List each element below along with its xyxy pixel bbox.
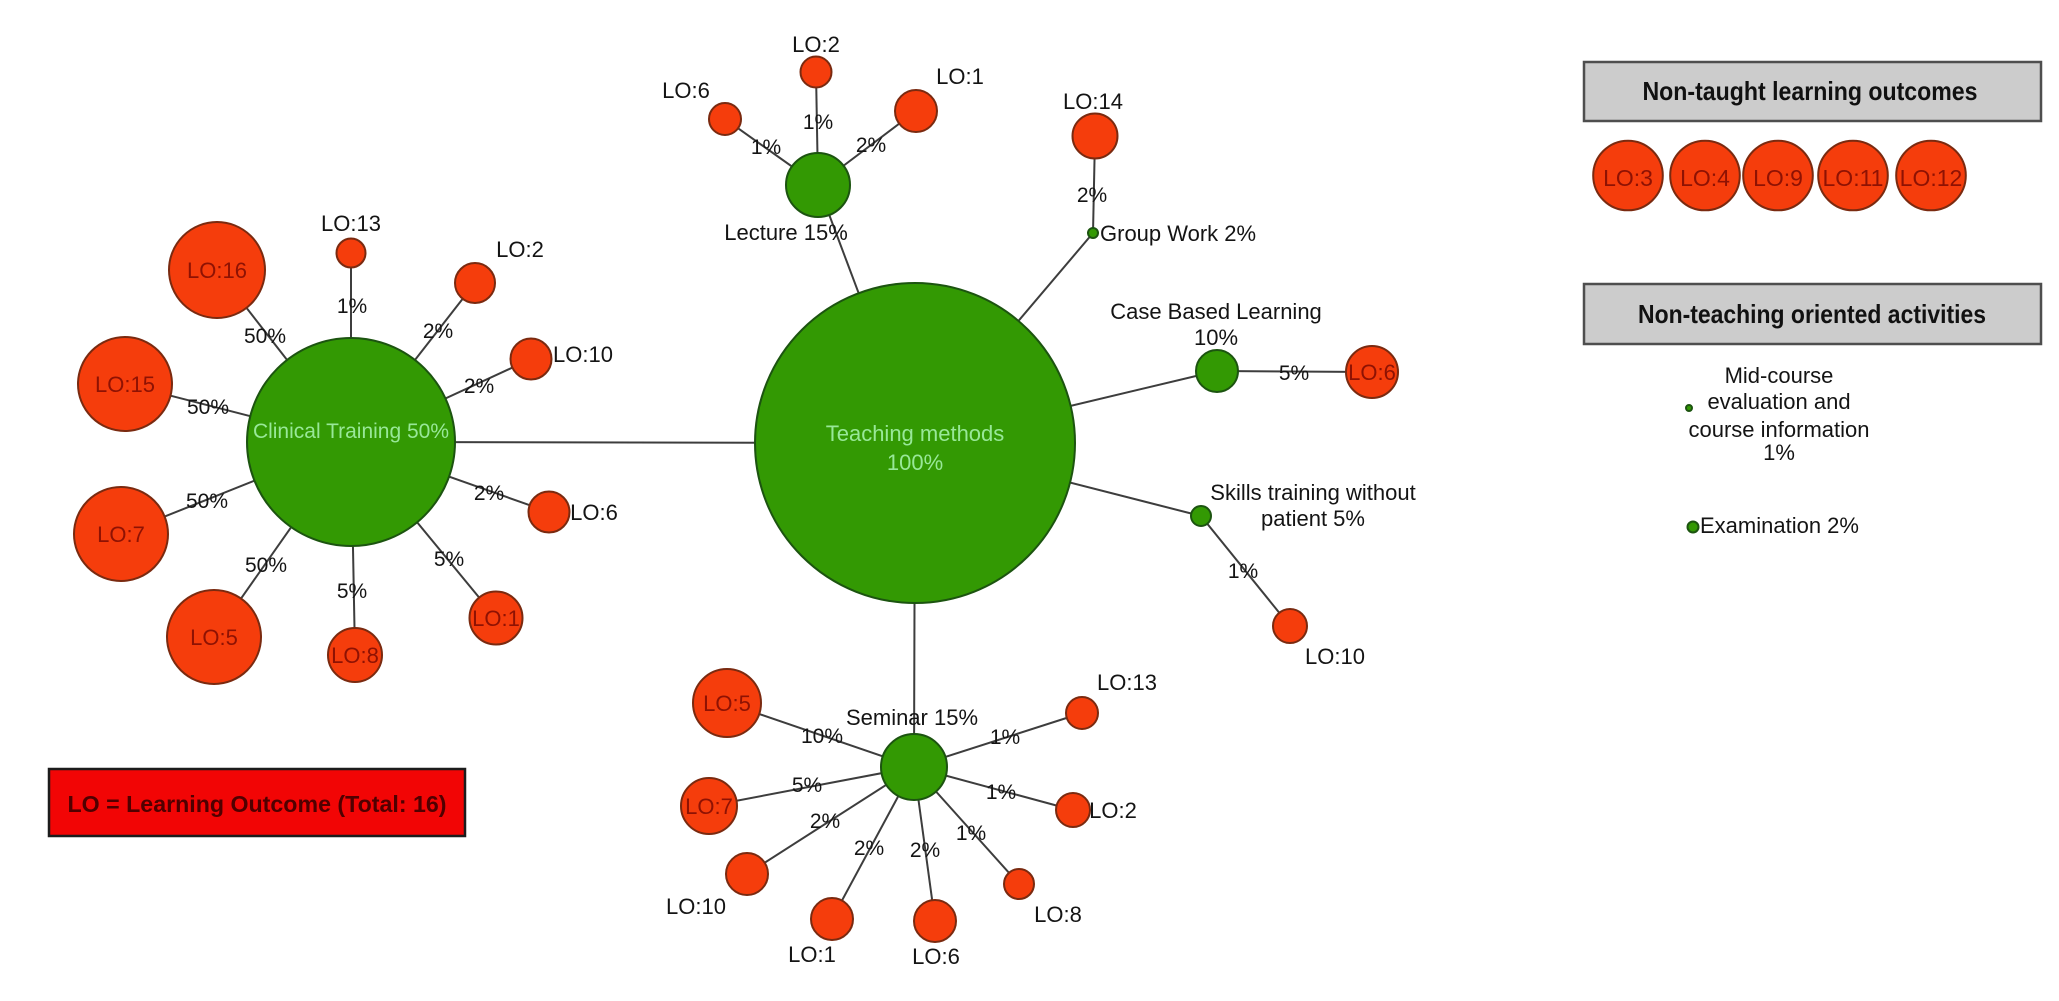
svg-text:LO:6: LO:6 xyxy=(662,78,710,103)
svg-text:LO:1: LO:1 xyxy=(472,606,520,631)
svg-text:patient 5%: patient 5% xyxy=(1261,506,1365,531)
svg-text:LO:14: LO:14 xyxy=(1063,89,1123,114)
svg-text:LO:11: LO:11 xyxy=(1823,165,1884,191)
svg-text:1%: 1% xyxy=(990,726,1020,749)
svg-text:course information: course information xyxy=(1689,417,1870,442)
svg-text:Non-taught learning outcomes: Non-taught learning outcomes xyxy=(1643,76,1978,106)
svg-text:LO:1: LO:1 xyxy=(936,64,984,89)
svg-text:50%: 50% xyxy=(186,490,228,513)
svg-text:LO:4: LO:4 xyxy=(1680,165,1730,191)
svg-text:LO:13: LO:13 xyxy=(321,211,381,236)
svg-text:10%: 10% xyxy=(1194,325,1238,350)
svg-text:100%: 100% xyxy=(887,450,943,475)
svg-text:1%: 1% xyxy=(803,111,833,134)
svg-text:LO:10: LO:10 xyxy=(553,342,613,367)
svg-text:2%: 2% xyxy=(910,839,940,862)
svg-text:LO:8: LO:8 xyxy=(1034,902,1082,927)
svg-text:evaluation and: evaluation and xyxy=(1707,389,1850,414)
svg-text:2%: 2% xyxy=(464,375,494,398)
svg-text:LO:6: LO:6 xyxy=(570,500,618,525)
svg-text:1%: 1% xyxy=(751,136,781,159)
svg-text:LO:13: LO:13 xyxy=(1097,670,1157,695)
svg-text:LO = Learning Outcome (Total:: LO = Learning Outcome (Total: 16) xyxy=(68,791,447,817)
svg-text:2%: 2% xyxy=(810,810,840,833)
svg-text:5%: 5% xyxy=(337,580,367,603)
svg-text:LO:1: LO:1 xyxy=(788,942,836,967)
svg-text:50%: 50% xyxy=(245,554,287,577)
svg-text:1%: 1% xyxy=(1763,440,1795,465)
svg-text:Skills training without: Skills training without xyxy=(1210,480,1415,505)
svg-text:LO:2: LO:2 xyxy=(496,237,544,262)
svg-text:LO:10: LO:10 xyxy=(666,894,726,919)
svg-text:Teaching methods: Teaching methods xyxy=(826,421,1005,446)
svg-text:2%: 2% xyxy=(474,482,504,505)
svg-text:Group Work 2%: Group Work 2% xyxy=(1100,221,1256,246)
svg-text:LO:5: LO:5 xyxy=(703,691,751,716)
svg-text:LO:5: LO:5 xyxy=(190,625,238,650)
svg-text:LO:3: LO:3 xyxy=(1603,165,1653,191)
svg-text:1%: 1% xyxy=(1228,560,1258,583)
svg-text:LO:10: LO:10 xyxy=(1305,644,1365,669)
svg-text:5%: 5% xyxy=(434,548,464,571)
svg-text:Clinical Training 50%: Clinical Training 50% xyxy=(253,420,449,443)
svg-text:1%: 1% xyxy=(956,822,986,845)
svg-text:1%: 1% xyxy=(986,781,1016,804)
svg-text:2%: 2% xyxy=(854,837,884,860)
svg-text:LO:6: LO:6 xyxy=(1348,360,1396,385)
svg-text:Non-teaching oriented activiti: Non-teaching oriented activities xyxy=(1638,299,1986,329)
svg-text:Case Based Learning: Case Based Learning xyxy=(1110,299,1322,324)
svg-text:LO:2: LO:2 xyxy=(792,32,840,57)
svg-text:LO:12: LO:12 xyxy=(1900,165,1963,191)
svg-text:LO:2: LO:2 xyxy=(1089,798,1137,823)
svg-text:2%: 2% xyxy=(856,134,886,157)
svg-text:50%: 50% xyxy=(187,396,229,419)
svg-text:LO:8: LO:8 xyxy=(331,643,379,668)
svg-text:5%: 5% xyxy=(792,774,822,797)
svg-text:Mid-course: Mid-course xyxy=(1725,363,1834,388)
svg-text:Lecture 15%: Lecture 15% xyxy=(724,220,848,245)
svg-text:LO:7: LO:7 xyxy=(97,522,145,547)
svg-text:Seminar 15%: Seminar 15% xyxy=(846,705,978,730)
svg-text:2%: 2% xyxy=(423,320,453,343)
svg-text:10%: 10% xyxy=(801,725,843,748)
svg-text:LO:9: LO:9 xyxy=(1753,165,1803,191)
svg-text:1%: 1% xyxy=(337,295,367,318)
svg-text:LO:16: LO:16 xyxy=(187,258,247,283)
svg-text:2%: 2% xyxy=(1077,184,1107,207)
svg-text:LO:6: LO:6 xyxy=(912,944,960,969)
svg-text:LO:15: LO:15 xyxy=(95,372,155,397)
svg-text:Examination 2%: Examination 2% xyxy=(1700,513,1859,538)
svg-text:50%: 50% xyxy=(244,325,286,348)
svg-text:LO:7: LO:7 xyxy=(685,794,733,819)
svg-text:5%: 5% xyxy=(1279,362,1309,385)
